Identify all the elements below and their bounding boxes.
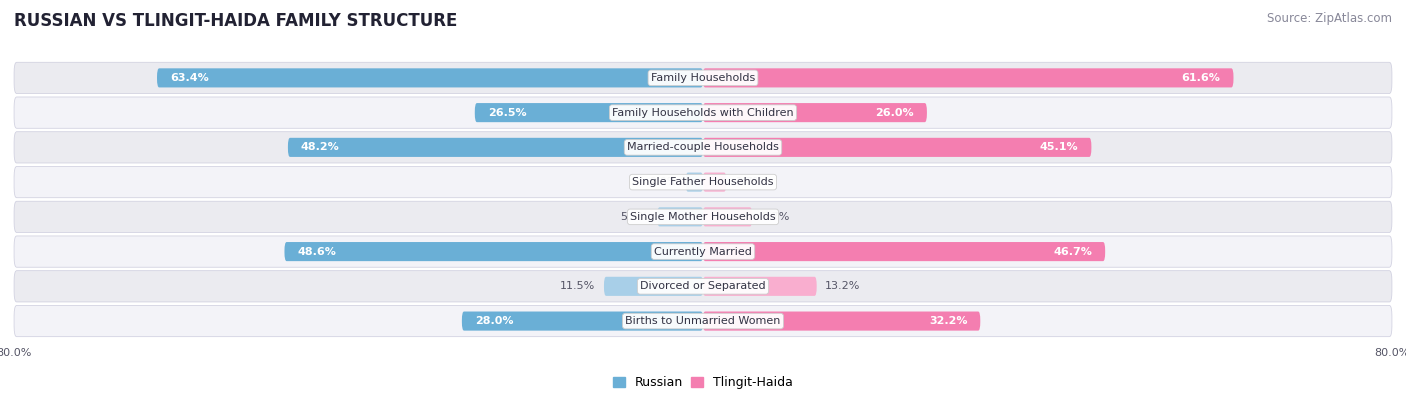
Text: 26.0%: 26.0%	[876, 107, 914, 118]
Text: Family Households: Family Households	[651, 73, 755, 83]
Text: 5.7%: 5.7%	[761, 212, 789, 222]
Text: 2.7%: 2.7%	[735, 177, 763, 187]
Text: Divorced or Separated: Divorced or Separated	[640, 281, 766, 292]
Text: 48.6%: 48.6%	[298, 246, 336, 257]
FancyBboxPatch shape	[14, 97, 1392, 128]
FancyBboxPatch shape	[14, 305, 1392, 337]
FancyBboxPatch shape	[14, 271, 1392, 302]
Text: Source: ZipAtlas.com: Source: ZipAtlas.com	[1267, 12, 1392, 25]
FancyBboxPatch shape	[475, 103, 703, 122]
Text: RUSSIAN VS TLINGIT-HAIDA FAMILY STRUCTURE: RUSSIAN VS TLINGIT-HAIDA FAMILY STRUCTUR…	[14, 12, 457, 30]
FancyBboxPatch shape	[703, 312, 980, 331]
FancyBboxPatch shape	[703, 207, 752, 226]
Text: Currently Married: Currently Married	[654, 246, 752, 257]
FancyBboxPatch shape	[703, 173, 727, 192]
FancyBboxPatch shape	[284, 242, 703, 261]
Text: 45.1%: 45.1%	[1040, 142, 1078, 152]
Text: 63.4%: 63.4%	[170, 73, 208, 83]
FancyBboxPatch shape	[605, 277, 703, 296]
FancyBboxPatch shape	[14, 166, 1392, 198]
FancyBboxPatch shape	[703, 277, 817, 296]
Text: 61.6%: 61.6%	[1181, 73, 1220, 83]
FancyBboxPatch shape	[703, 68, 1233, 87]
Text: Single Mother Households: Single Mother Households	[630, 212, 776, 222]
Text: 13.2%: 13.2%	[825, 281, 860, 292]
FancyBboxPatch shape	[14, 62, 1392, 94]
Text: Single Father Households: Single Father Households	[633, 177, 773, 187]
FancyBboxPatch shape	[288, 138, 703, 157]
Text: 48.2%: 48.2%	[301, 142, 340, 152]
Legend: Russian, Tlingit-Haida: Russian, Tlingit-Haida	[613, 376, 793, 389]
FancyBboxPatch shape	[461, 312, 703, 331]
Text: Married-couple Households: Married-couple Households	[627, 142, 779, 152]
FancyBboxPatch shape	[14, 201, 1392, 233]
FancyBboxPatch shape	[157, 68, 703, 87]
FancyBboxPatch shape	[14, 132, 1392, 163]
Text: Family Households with Children: Family Households with Children	[612, 107, 794, 118]
Text: 2.0%: 2.0%	[648, 177, 678, 187]
FancyBboxPatch shape	[658, 207, 703, 226]
Text: Births to Unmarried Women: Births to Unmarried Women	[626, 316, 780, 326]
FancyBboxPatch shape	[703, 138, 1091, 157]
Text: 11.5%: 11.5%	[560, 281, 595, 292]
Text: 5.3%: 5.3%	[620, 212, 648, 222]
Text: 46.7%: 46.7%	[1053, 246, 1092, 257]
Text: 32.2%: 32.2%	[929, 316, 967, 326]
FancyBboxPatch shape	[686, 173, 703, 192]
Text: 26.5%: 26.5%	[488, 107, 526, 118]
FancyBboxPatch shape	[14, 236, 1392, 267]
FancyBboxPatch shape	[703, 103, 927, 122]
Text: 28.0%: 28.0%	[475, 316, 513, 326]
FancyBboxPatch shape	[703, 242, 1105, 261]
